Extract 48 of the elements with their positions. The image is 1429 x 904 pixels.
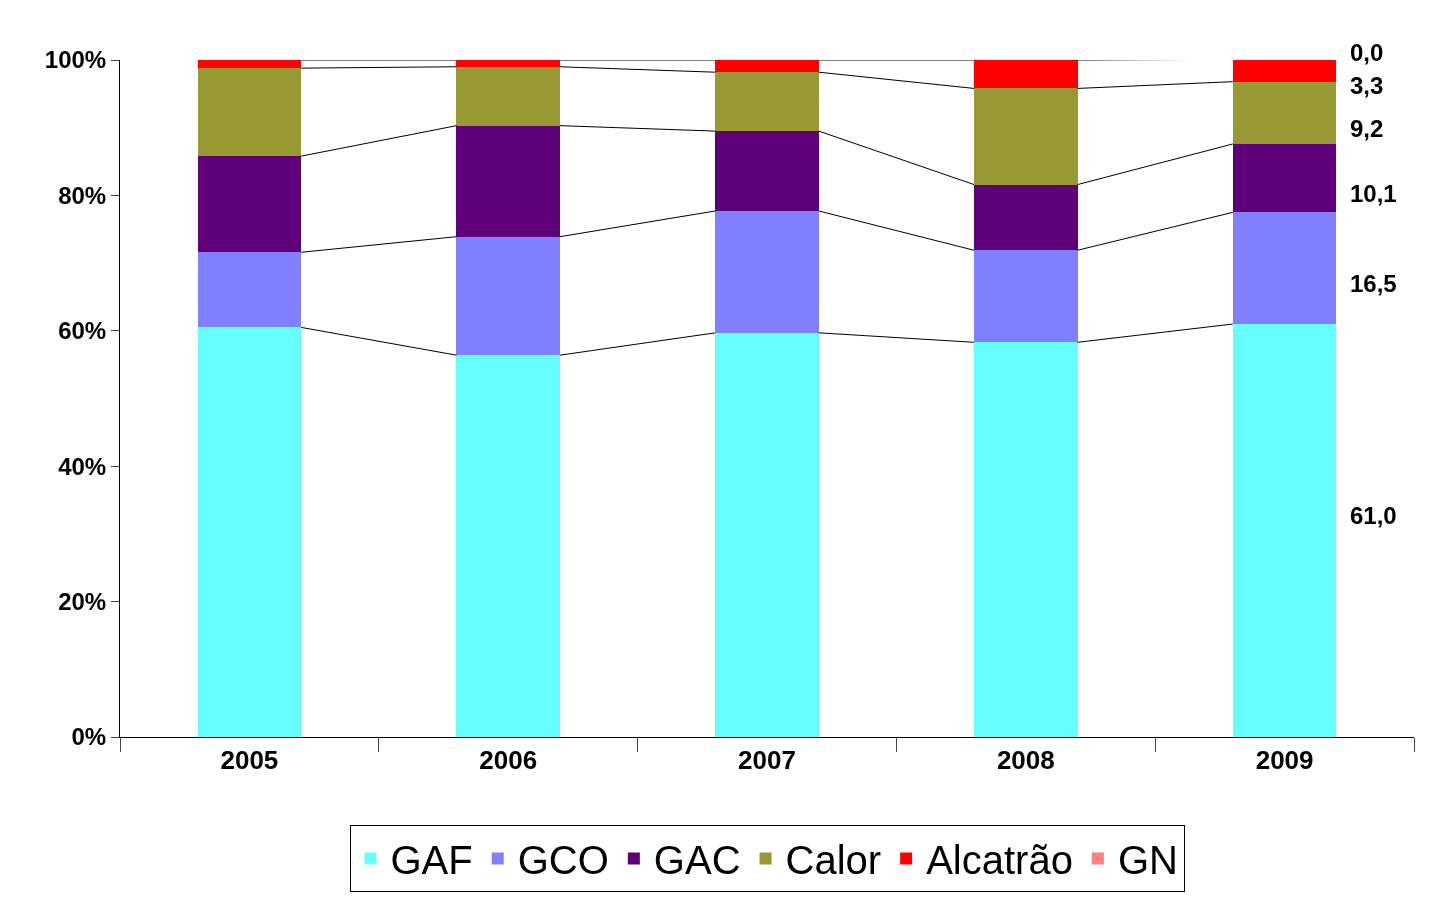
bar [715, 60, 819, 73]
y-tick-label: 60% [58, 317, 107, 345]
bar [197, 68, 302, 157]
y-tick-label: 0% [71, 723, 107, 751]
bar [974, 88, 1078, 185]
legend-label: GN [1117, 838, 1178, 883]
bar [456, 125, 560, 237]
bar [974, 184, 1078, 251]
bar [197, 327, 302, 737]
legend-label: Calor [785, 838, 882, 883]
bar [456, 355, 560, 737]
annotation: 16,5 [1350, 270, 1397, 297]
y-tick-label: 100% [44, 46, 107, 74]
bar [1232, 212, 1337, 325]
annotation: 9,2 [1350, 115, 1384, 142]
x-tick-label: 2006 [479, 745, 538, 776]
bar [197, 156, 302, 253]
x-tick-label: 2009 [1255, 745, 1314, 776]
y-tick-label: 80% [58, 181, 107, 209]
bar [715, 131, 819, 211]
bar [974, 60, 1078, 89]
bar [974, 250, 1078, 343]
bar [1232, 60, 1337, 82]
x-tick-label: 2007 [738, 745, 796, 776]
y-tick-label: 20% [58, 588, 107, 615]
legend-label: GCO [517, 838, 609, 883]
x-tick-label: 2005 [220, 745, 279, 776]
y-tick-label: 40% [58, 452, 107, 480]
bar [456, 66, 560, 126]
legend-label: GAC [653, 838, 741, 883]
bar [974, 342, 1078, 737]
bar [715, 332, 819, 737]
bar [1232, 81, 1337, 144]
annotation: 10,1 [1350, 180, 1397, 207]
bar [197, 252, 302, 328]
bar [715, 72, 819, 132]
legend-label: GAF [390, 838, 473, 883]
bar [1232, 324, 1337, 737]
annotation: 0,0 [1350, 39, 1384, 66]
bar [197, 60, 302, 69]
legend-label: Alcatrão [926, 838, 1073, 883]
x-tick-label: 2008 [996, 745, 1055, 776]
bar [456, 60, 560, 67]
annotation: 61,0 [1350, 502, 1397, 529]
annotation: 3,3 [1350, 72, 1384, 99]
bar [1232, 143, 1337, 213]
bar [715, 210, 819, 333]
bar [456, 236, 560, 356]
